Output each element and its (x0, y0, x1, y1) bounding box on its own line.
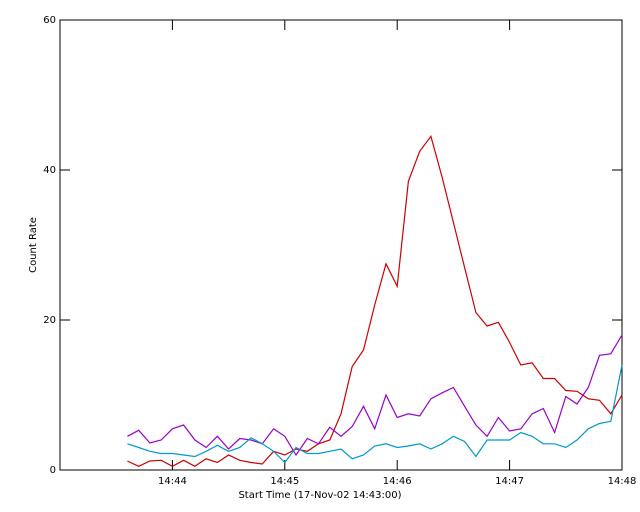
y-tick-label: 20 (43, 315, 56, 326)
x-tick-label: 14:48 (608, 476, 637, 487)
x-tick-label: 14:45 (270, 476, 299, 487)
data-line (127, 334, 623, 457)
y-tick-label: 0 (50, 465, 56, 476)
data-line (127, 364, 623, 464)
x-tick-label: 14:44 (158, 476, 187, 487)
y-tick-label: 40 (43, 165, 56, 176)
x-tick-label: 14:46 (383, 476, 412, 487)
y-tick-label: 60 (43, 15, 56, 26)
x-axis-label: Start Time (17-Nov-02 14:43:00) (238, 490, 401, 501)
y-axis-label: Count Rate (28, 217, 39, 273)
data-line (127, 134, 623, 467)
x-tick-label: 14:47 (495, 476, 524, 487)
plot-frame (59, 19, 623, 471)
